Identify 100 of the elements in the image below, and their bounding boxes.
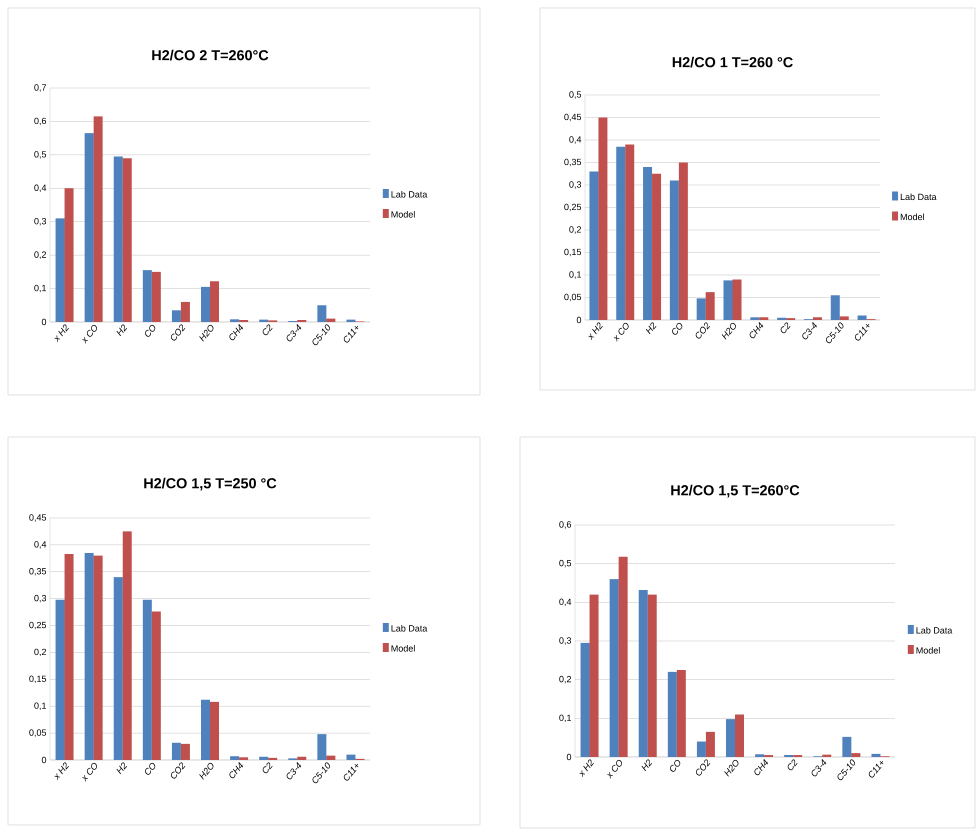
bar [346, 754, 356, 760]
bar [724, 280, 732, 320]
x-tick-label: x CO [614, 322, 629, 342]
bar [142, 270, 152, 322]
y-tick-label: 0,2 [34, 251, 46, 259]
bar [94, 556, 103, 760]
bar [670, 180, 679, 320]
bar [668, 672, 677, 757]
bar [696, 742, 706, 757]
bar [589, 171, 598, 320]
legend-label: Lab Data [392, 624, 428, 632]
x-tick-label: H2 [116, 762, 128, 774]
y-tick-label: 0,05 [564, 294, 582, 302]
y-tick-label: 0,3 [569, 181, 582, 189]
bar [696, 298, 706, 320]
bar [858, 315, 867, 320]
bar [230, 756, 240, 760]
bar [812, 317, 822, 320]
y-tick-label: 0 [566, 754, 572, 760]
bar [210, 281, 220, 322]
x-tick-label: CO [145, 762, 156, 775]
y-tick-label: 0 [42, 756, 46, 764]
x-tick-label: H2 [116, 324, 128, 336]
y-tick-label: 0,1 [559, 714, 572, 722]
bar [180, 302, 190, 322]
bar [643, 166, 652, 320]
bar [871, 754, 880, 757]
bar [201, 286, 210, 322]
y-tick-label: 0,2 [559, 676, 572, 684]
chart-title: H2/CO 1 T=260 °C [672, 56, 793, 68]
x-tick-label: CO [145, 324, 156, 337]
x-tick-label: C2 [262, 324, 273, 336]
bar [259, 756, 268, 760]
bar [851, 753, 860, 757]
bar [648, 594, 657, 757]
legend-label: Lab Data [392, 190, 428, 198]
y-tick-label: 0,2 [34, 648, 46, 656]
legend-label: Lab Data [900, 193, 937, 200]
y-tick-label: 0,15 [29, 676, 46, 684]
x-tick-label: x H2 [54, 324, 69, 342]
bar [755, 754, 764, 757]
bar [610, 579, 619, 757]
y-tick-label: 0,5 [34, 151, 46, 159]
x-tick-label: CO [670, 760, 680, 772]
y-tick-label: 0,6 [34, 118, 46, 126]
x-tick-label: x H2 [54, 762, 69, 780]
y-tick-label: 0,1 [34, 702, 46, 710]
bar [84, 133, 94, 322]
y-tick-label: 0,4 [34, 541, 46, 549]
bar [172, 310, 181, 322]
bar [735, 714, 744, 757]
bar [750, 317, 760, 320]
x-tick-label: C2 [788, 759, 798, 770]
y-tick-label: 0,35 [29, 568, 46, 576]
x-tick-label: x CO [82, 762, 98, 782]
y-tick-label: 0,2 [569, 226, 582, 234]
y-tick-label: 0,25 [29, 622, 46, 630]
y-tick-label: 0,4 [559, 598, 572, 606]
bar [326, 318, 336, 322]
y-tick-label: 0,5 [559, 560, 572, 568]
bar [180, 744, 190, 760]
legend-label: Model [900, 213, 924, 220]
y-tick-label: 0,4 [34, 184, 46, 192]
bar [580, 642, 590, 757]
x-tick-label: x CO [82, 324, 98, 344]
x-tick-label: x CO [607, 760, 622, 779]
chart-title: H2/CO 1,5 T=260°C [671, 484, 800, 498]
y-tick-label: 0,4 [569, 136, 582, 144]
x-tick-label: C2 [780, 322, 790, 334]
bar [64, 188, 74, 322]
bar [840, 316, 849, 320]
bar [297, 756, 306, 760]
bar [326, 756, 336, 760]
bar [706, 732, 715, 757]
x-tick-label: H2 [646, 322, 656, 334]
bar [830, 295, 840, 320]
bar [625, 144, 634, 320]
x-tick-label: CO [672, 322, 682, 335]
bar [210, 702, 220, 760]
y-tick-label: 0,7 [34, 84, 46, 92]
bar [122, 158, 132, 322]
bar [598, 117, 608, 320]
bar [172, 742, 181, 760]
x-tick-label: C2 [262, 762, 273, 774]
bar [64, 554, 74, 760]
bar [152, 612, 161, 760]
y-tick-label: 0,35 [564, 158, 582, 166]
x-tick-label: H2 [641, 759, 652, 772]
y-tick-label: 0,3 [34, 218, 46, 226]
chart-title: H2/CO 2 T=260°C [152, 50, 268, 60]
bar [638, 590, 648, 757]
bar [122, 531, 132, 760]
bar [201, 700, 210, 760]
bar [142, 600, 152, 760]
y-tick-label: 0,25 [564, 204, 582, 212]
bar [652, 174, 662, 320]
y-tick-label: 0,6 [559, 521, 572, 529]
bar [759, 317, 768, 320]
legend-label: Lab Data [916, 626, 952, 634]
bar [114, 577, 123, 760]
